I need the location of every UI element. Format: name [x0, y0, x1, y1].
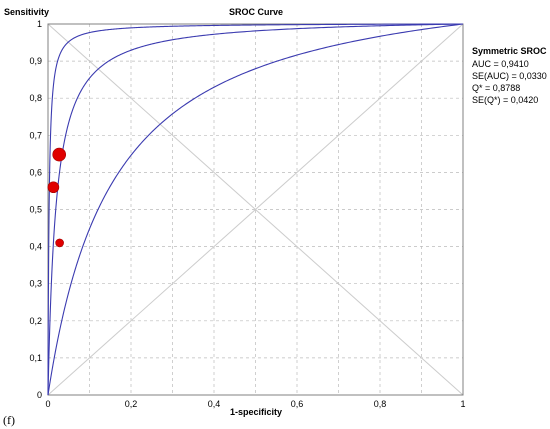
y-tick-label: 0,9 — [29, 56, 42, 66]
y-tick-label: 0,3 — [29, 279, 42, 289]
study-point — [52, 147, 67, 162]
x-tick-label: 0,2 — [125, 399, 138, 409]
x-tick-label: 0,6 — [291, 399, 304, 409]
y-tick-labels: 0 0,1 0,2 0,3 0,4 0,5 0,6 0,7 0,8 0,9 1 — [29, 19, 42, 400]
sroc-curve-lower-ci — [47, 23, 464, 396]
sroc-curve-upper-ci — [47, 23, 464, 395]
x-tick-label: 0 — [45, 399, 50, 409]
sroc-curve — [47, 23, 464, 395]
study-point — [47, 181, 60, 194]
reference-diagonals — [47, 23, 464, 396]
y-tick-label: 0,4 — [29, 242, 42, 252]
stat-se-auc: SE(AUC) = 0,0330 — [472, 71, 547, 81]
symmetry-diagonal — [47, 23, 464, 396]
x-tick-label: 1 — [460, 399, 465, 409]
x-tick-labels: 0 0,2 0,4 0,6 0,8 1 — [45, 399, 465, 409]
y-tick-label: 0,8 — [29, 93, 42, 103]
sroc-curves — [47, 23, 464, 396]
study-point — [55, 238, 64, 248]
stats-box: Symmetric SROC AUC = 0,9410 SE(AUC) = 0,… — [472, 46, 547, 105]
x-axis-label: 1-specificity — [230, 407, 282, 417]
y-tick-label: 0,7 — [29, 130, 42, 140]
x-tick-label: 0,4 — [208, 399, 221, 409]
panel-label: (f) — [3, 413, 15, 427]
stats-heading: Symmetric SROC — [472, 46, 547, 56]
y-tick-label: 0,1 — [29, 353, 42, 363]
y-tick-label: 1 — [37, 19, 42, 29]
y-tick-label: 0,5 — [29, 205, 42, 215]
y-tick-label: 0,6 — [29, 167, 42, 177]
y-tick-label: 0 — [37, 390, 42, 400]
x-tick-label: 0,8 — [374, 399, 387, 409]
study-points — [47, 147, 67, 248]
stat-auc: AUC = 0,9410 — [472, 59, 529, 69]
y-tick-label: 0,2 — [29, 316, 42, 326]
stat-q: Q* = 0,8788 — [472, 83, 520, 93]
stat-se-q: SE(Q*) = 0,0420 — [472, 95, 538, 105]
y-axis-label: Sensitivity — [4, 7, 49, 17]
chart-title: SROC Curve — [229, 7, 283, 17]
plot-frame — [47, 23, 464, 396]
grid-lines — [48, 24, 463, 395]
